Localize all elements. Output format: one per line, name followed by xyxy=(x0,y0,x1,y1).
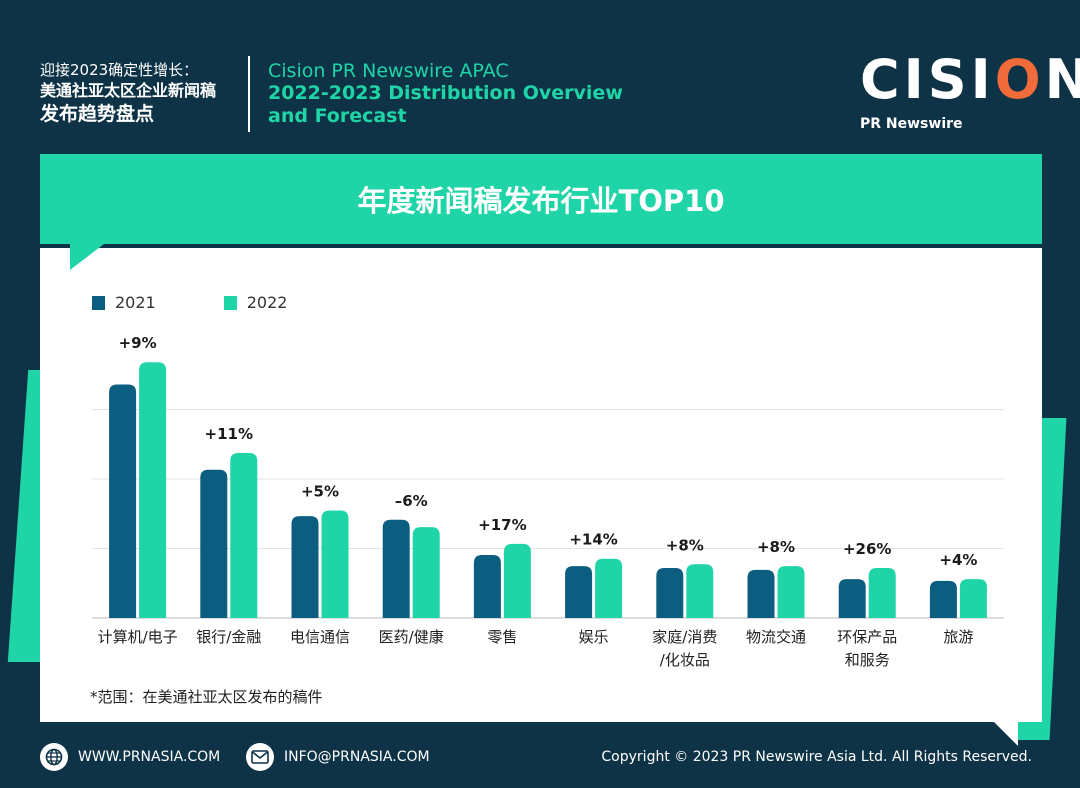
bar-2022-9 xyxy=(959,579,987,618)
change-label-3: –6% xyxy=(395,492,428,510)
header-en-line2: 2022-2023 Distribution Overview xyxy=(268,82,623,104)
legend-label-2022: 2022 xyxy=(246,293,288,312)
change-label-7: +8% xyxy=(757,538,795,556)
header-chinese-title: 迎接2023确定性增长： 美通社亚太区企业新闻稿 发布趋势盘点 xyxy=(40,60,216,126)
header-cn-line3: 发布趋势盘点 xyxy=(40,103,155,125)
bar-2022-5 xyxy=(595,558,623,618)
header-cn-line2: 美通社亚太区企业新闻稿 xyxy=(40,81,217,100)
legend-swatch-2021 xyxy=(92,295,105,310)
chart-panel: 2021 2022 +9% 计算机/电子 +11% 银行/金融 +5% 电信通信 –6% 医药… xyxy=(40,248,1042,722)
category-label-3-0: 医药/健康 xyxy=(379,628,444,646)
bar-2022-0 xyxy=(139,362,167,618)
bar-2021-1 xyxy=(200,469,228,618)
decor-speech-tail xyxy=(70,244,104,270)
chart-legend: 2021 2022 xyxy=(92,293,287,312)
category-label-4-0: 零售 xyxy=(487,628,517,646)
change-label-5: +14% xyxy=(569,531,617,549)
category-label-1-0: 银行/金融 xyxy=(196,628,261,646)
bar-2021-4 xyxy=(473,554,501,618)
bar-2022-4 xyxy=(503,543,531,618)
category-label-7-0: 物流交通 xyxy=(746,628,806,646)
footer-email-text: INFO@PRNASIA.COM xyxy=(284,749,430,765)
bar-chart: +9% 计算机/电子 +11% 银行/金融 +5% 电信通信 –6% 医药/健康 +17% 零售 +… xyxy=(92,334,1004,669)
footer-email[interactable]: INFO@PRNASIA.COM xyxy=(246,740,430,774)
bar-2022-6 xyxy=(686,564,714,618)
bar-2022-1 xyxy=(230,453,258,618)
legend-swatch-2022 xyxy=(223,295,237,310)
logo-wordmark: CISION xyxy=(860,48,1080,111)
header-divider xyxy=(248,56,250,132)
logo-subtitle: PR Newswire xyxy=(860,116,963,132)
category-label-0-0: 计算机/电子 xyxy=(98,628,178,646)
legend-item-2021: 2021 xyxy=(92,293,156,312)
bar-2021-0 xyxy=(109,384,137,618)
envelope-icon xyxy=(246,743,274,771)
header-english-title: Cision PR Newswire APAC 2022-2023 Distri… xyxy=(268,60,623,128)
legend-label-2021: 2021 xyxy=(115,293,156,312)
chart-title-band: 年度新闻稿发布行业TOP10 xyxy=(40,154,1042,244)
change-label-1: +11% xyxy=(205,425,253,443)
category-label-8-0: 环保产品 xyxy=(837,628,897,646)
footer: WWW.PRNASIA.COM INFO@PRNASIA.COM Copyrig… xyxy=(40,740,1040,774)
category-label-6-0: 家庭/消费 xyxy=(652,628,717,646)
footer-website[interactable]: WWW.PRNASIA.COM xyxy=(40,740,220,774)
bar-2021-5 xyxy=(565,566,593,618)
bar-2021-8 xyxy=(838,579,866,618)
change-label-4: +17% xyxy=(478,516,526,534)
category-label-5-0: 娱乐 xyxy=(579,628,609,646)
bar-2021-7 xyxy=(747,569,775,618)
bar-2022-8 xyxy=(868,567,896,618)
change-label-9: +4% xyxy=(939,551,977,569)
header-cn-line1: 迎接2023确定性增长： xyxy=(40,61,199,79)
chart-footnote: *范围：在美通社亚太区发布的稿件 xyxy=(90,688,323,706)
header-en-line1: Cision PR Newswire APAC xyxy=(268,60,509,82)
category-label-6-1: /化妆品 xyxy=(660,651,710,669)
change-label-2: +5% xyxy=(301,483,339,501)
bar-2022-3 xyxy=(412,527,440,618)
globe-icon xyxy=(40,743,68,771)
category-label-9-0: 旅游 xyxy=(943,628,973,646)
footer-copyright: Copyright © 2023 PR Newswire Asia Ltd. A… xyxy=(601,749,1032,765)
category-label-8-1: 和服务 xyxy=(845,651,890,669)
cision-logo: CISION PR Newswire xyxy=(860,48,1080,135)
bar-2021-6 xyxy=(656,567,684,618)
bar-2022-7 xyxy=(777,566,805,618)
bar-2021-9 xyxy=(929,580,957,618)
change-label-6: +8% xyxy=(666,536,704,554)
chart-title: 年度新闻稿发布行业TOP10 xyxy=(357,184,725,218)
change-label-0: +9% xyxy=(119,334,157,352)
category-label-2-0: 电信通信 xyxy=(290,628,350,646)
header-en-line3: and Forecast xyxy=(268,105,407,127)
bar-2022-2 xyxy=(321,510,349,618)
decor-speech-tail-bottom xyxy=(988,716,1018,746)
bar-2021-2 xyxy=(291,516,319,618)
bar-2021-3 xyxy=(382,519,410,618)
legend-item-2022: 2022 xyxy=(223,293,288,312)
footer-website-text: WWW.PRNASIA.COM xyxy=(78,749,221,765)
change-label-8: +26% xyxy=(843,540,891,558)
